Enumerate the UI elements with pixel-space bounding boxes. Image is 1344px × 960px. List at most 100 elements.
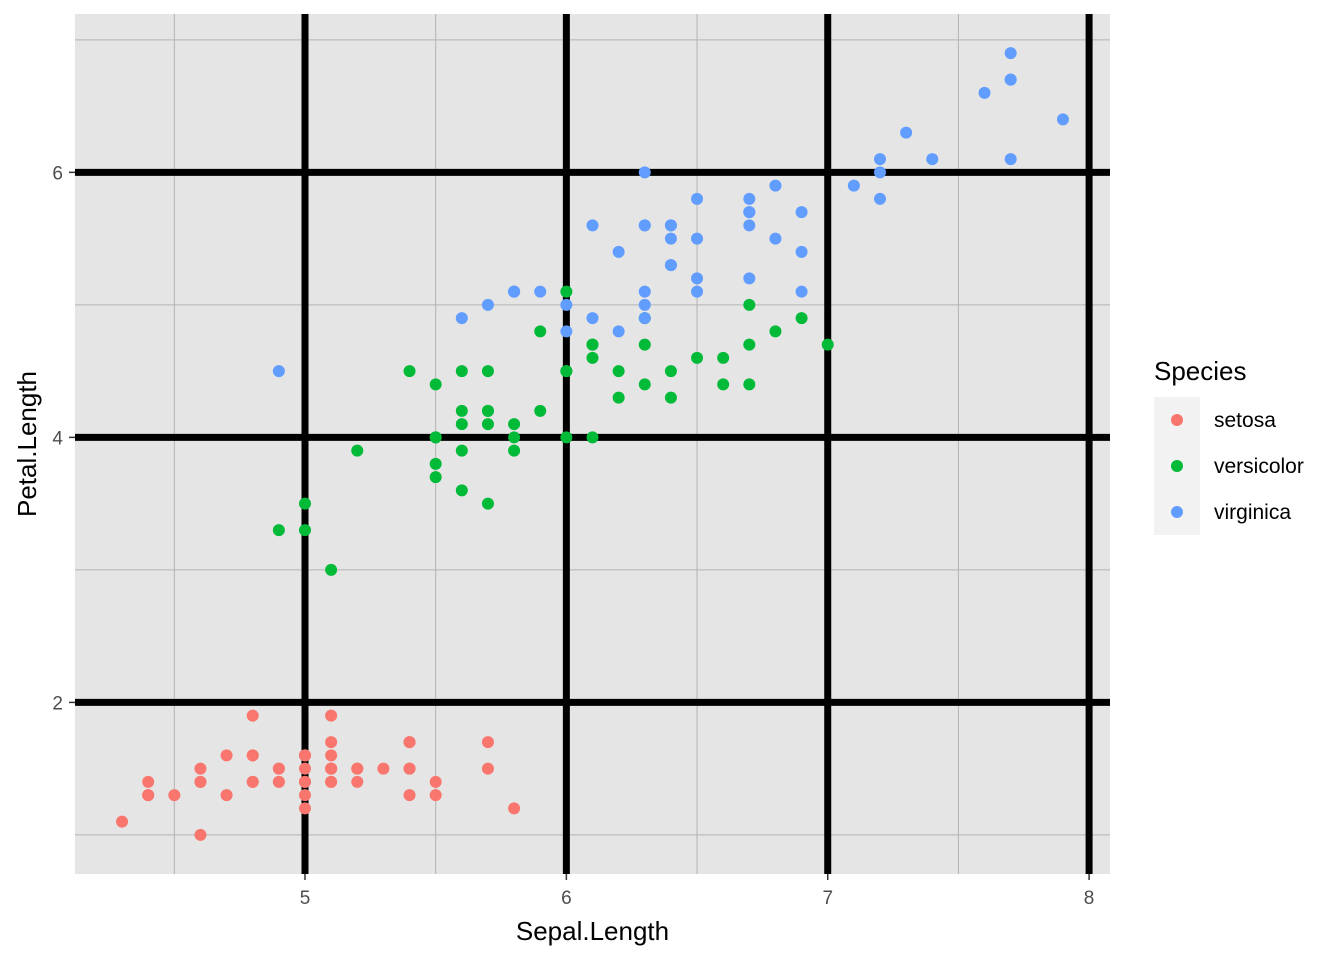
data-point-virginica [638, 312, 651, 325]
data-point-versicolor [821, 338, 834, 351]
data-point-setosa [299, 789, 311, 802]
data-point-setosa [299, 775, 311, 788]
data-point-versicolor [638, 338, 651, 351]
data-point-virginica [743, 206, 756, 219]
data-point-virginica [455, 312, 468, 325]
data-point-virginica [874, 166, 886, 179]
data-point-setosa [481, 762, 494, 775]
data-point-versicolor [612, 391, 625, 404]
data-point-versicolor [272, 524, 285, 537]
data-point-versicolor [664, 391, 677, 404]
data-point-versicolor [351, 444, 364, 457]
data-point-virginica [978, 86, 991, 99]
data-point-setosa [272, 762, 285, 775]
data-point-versicolor [455, 365, 468, 378]
x-tick-label: 5 [300, 888, 311, 909]
data-point-versicolor [717, 378, 730, 391]
legend-label-setosa: setosa [1214, 409, 1276, 432]
data-point-virginica [586, 219, 599, 232]
data-point-setosa [168, 789, 181, 802]
data-point-setosa [116, 815, 129, 828]
data-point-setosa [325, 749, 338, 762]
data-point-setosa [377, 762, 390, 775]
data-point-versicolor [481, 404, 494, 417]
data-point-versicolor [429, 471, 442, 484]
data-point-virginica [1056, 113, 1069, 126]
data-point-versicolor [508, 418, 521, 431]
data-point-versicolor [455, 444, 468, 457]
data-point-setosa [220, 749, 233, 762]
data-point-setosa [403, 762, 416, 775]
data-point-versicolor [325, 563, 338, 576]
legend: Species setosa versicolor virginica [1154, 356, 1304, 535]
data-point-virginica [586, 312, 599, 325]
data-point-setosa [246, 709, 259, 722]
data-point-versicolor [429, 431, 442, 444]
data-point-setosa [325, 736, 338, 749]
data-point-virginica [1004, 47, 1017, 60]
data-point-setosa [246, 749, 259, 762]
data-point-versicolor [691, 351, 704, 364]
data-point-setosa [325, 775, 338, 788]
minor-gridlines [75, 14, 1110, 874]
data-point-virginica [900, 126, 913, 139]
data-point-versicolor [508, 444, 521, 457]
legend-key-setosa [1171, 414, 1183, 426]
legend-title: Species [1154, 356, 1247, 386]
legend-label-versicolor: versicolor [1214, 455, 1304, 478]
data-point-versicolor [455, 484, 468, 497]
data-point-versicolor [769, 325, 782, 338]
x-tick-label: 8 [1084, 888, 1095, 909]
data-point-versicolor [299, 497, 311, 510]
x-tick-label: 6 [561, 888, 572, 909]
data-point-virginica [638, 298, 651, 311]
data-point-setosa [351, 775, 364, 788]
data-point-setosa [272, 775, 285, 788]
data-point-virginica [743, 192, 756, 205]
data-point-setosa [299, 749, 311, 762]
data-point-versicolor [534, 404, 547, 417]
y-axis-title: Petal.Length [12, 371, 42, 517]
data-point-virginica [664, 232, 677, 245]
data-point-setosa [220, 789, 233, 802]
data-point-setosa [351, 762, 364, 775]
data-point-versicolor [560, 431, 573, 444]
data-point-versicolor [455, 404, 468, 417]
data-point-versicolor [743, 338, 756, 351]
data-point-virginica [926, 153, 939, 166]
legend-key-versicolor [1171, 460, 1183, 472]
legend-key-virginica [1171, 506, 1183, 518]
data-point-virginica [612, 245, 625, 258]
data-point-setosa [194, 828, 207, 841]
data-point-versicolor [481, 497, 494, 510]
data-point-versicolor [586, 351, 599, 364]
data-point-virginica [638, 219, 651, 232]
data-point-versicolor [743, 298, 756, 311]
data-point-setosa [403, 736, 416, 749]
data-point-virginica [691, 272, 704, 285]
y-tick-label: 2 [52, 693, 63, 714]
data-point-setosa [325, 709, 338, 722]
data-point-versicolor [664, 365, 677, 378]
data-point-versicolor [638, 378, 651, 391]
x-tick-label: 7 [822, 888, 833, 909]
data-point-setosa [299, 802, 311, 815]
data-point-virginica [560, 298, 573, 311]
data-point-setosa [325, 762, 338, 775]
data-point-virginica [272, 365, 285, 378]
data-point-virginica [795, 245, 808, 258]
data-point-versicolor [429, 457, 442, 470]
data-point-virginica [664, 259, 677, 272]
data-point-virginica [769, 232, 782, 245]
data-point-virginica [508, 285, 521, 298]
x-axis: 5 6 7 8 [300, 874, 1095, 909]
data-point-virginica [795, 206, 808, 219]
data-point-setosa [481, 736, 494, 749]
data-point-virginica [874, 153, 886, 166]
data-point-versicolor [612, 365, 625, 378]
data-point-versicolor [586, 431, 599, 444]
data-point-versicolor [717, 351, 730, 364]
data-point-virginica [691, 232, 704, 245]
data-point-versicolor [743, 378, 756, 391]
